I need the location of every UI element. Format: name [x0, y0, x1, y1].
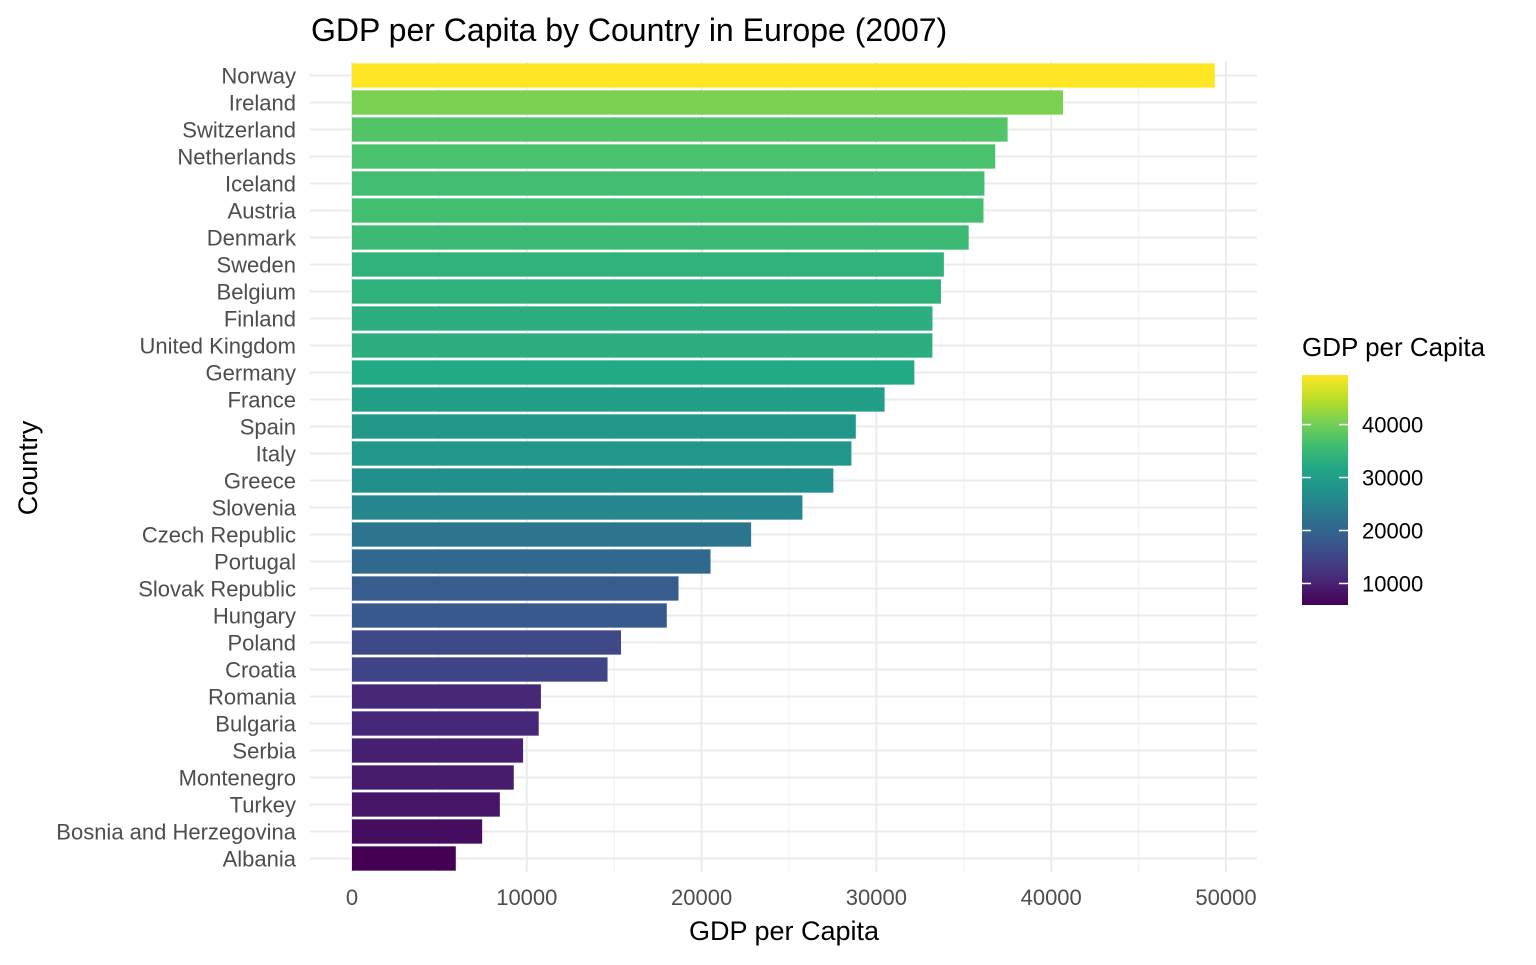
- legend-title: GDP per Capita: [1302, 332, 1486, 362]
- legend: GDP per Capita 10000 20000 30000 40000: [1302, 332, 1486, 605]
- x-tick-label: 20000: [671, 885, 732, 910]
- x-axis-title: GDP per Capita: [689, 916, 880, 946]
- y-axis-title: Country: [13, 420, 43, 515]
- y-tick-label: Germany: [206, 361, 296, 386]
- y-tick-label: Slovak Republic: [138, 577, 296, 602]
- y-tick-label: Austria: [228, 199, 297, 224]
- legend-tick-label: 20000: [1362, 519, 1423, 544]
- bar: [352, 684, 541, 709]
- legend-tick-label: 10000: [1362, 571, 1423, 596]
- bar: [352, 603, 667, 628]
- bar: [352, 90, 1064, 115]
- y-tick-label: Spain: [240, 415, 296, 440]
- bar: [352, 765, 514, 790]
- bar: [352, 495, 803, 520]
- y-tick-label: Ireland: [229, 91, 296, 116]
- y-tick-label: Czech Republic: [142, 523, 296, 548]
- y-tick-label: Poland: [227, 631, 296, 656]
- bar: [352, 117, 1008, 142]
- bar: [352, 657, 608, 682]
- y-tick-label: Iceland: [225, 172, 296, 197]
- bar: [352, 63, 1215, 88]
- y-tick-label: Romania: [208, 685, 297, 710]
- y-tick-label: Portugal: [214, 550, 296, 575]
- y-tick-label: Slovenia: [212, 496, 297, 521]
- y-axis-labels: NorwayIrelandSwitzerlandNetherlandsIcela…: [56, 64, 297, 872]
- y-tick-label: Montenegro: [179, 766, 296, 791]
- y-tick-label: France: [228, 388, 296, 413]
- x-tick-label: 0: [346, 885, 358, 910]
- bar: [352, 225, 969, 250]
- y-tick-label: Turkey: [230, 793, 296, 818]
- bar: [352, 846, 456, 871]
- y-tick-label: Belgium: [217, 280, 296, 305]
- y-tick-label: Italy: [256, 442, 296, 467]
- bar: [352, 711, 539, 736]
- bar: [352, 333, 933, 358]
- bar: [352, 576, 679, 601]
- y-tick-label: Hungary: [213, 604, 296, 629]
- y-tick-label: Albania: [223, 847, 297, 872]
- y-tick-label: Sweden: [216, 253, 296, 278]
- bars: [352, 63, 1215, 871]
- y-tick-label: United Kingdom: [139, 334, 296, 359]
- y-tick-label: Croatia: [225, 658, 297, 683]
- y-tick-label: Switzerland: [182, 118, 296, 143]
- y-tick-label: Denmark: [207, 226, 297, 251]
- x-axis-tick-labels: 0 10000 20000 30000 40000 50000: [346, 885, 1257, 910]
- bar: [352, 279, 941, 304]
- bar: [352, 387, 885, 412]
- chart-title: GDP per Capita by Country in Europe (200…: [311, 12, 947, 48]
- bar: [352, 441, 852, 466]
- bar: [352, 738, 524, 763]
- y-tick-label: Netherlands: [177, 145, 296, 170]
- bar: [352, 198, 984, 223]
- x-tick-label: 50000: [1195, 885, 1256, 910]
- bar: [352, 549, 711, 574]
- bar: [352, 819, 483, 844]
- bar: [352, 252, 944, 277]
- legend-ticks: 10000 20000 30000 40000: [1302, 413, 1423, 596]
- y-tick-label: Bulgaria: [215, 712, 296, 737]
- bar: [352, 792, 500, 817]
- bar: [352, 522, 752, 547]
- bar: [352, 171, 985, 196]
- x-tick-label: 30000: [846, 885, 907, 910]
- x-tick-label: 40000: [1021, 885, 1082, 910]
- y-tick-label: Greece: [224, 469, 296, 494]
- x-tick-label: 10000: [496, 885, 557, 910]
- legend-tick-label: 40000: [1362, 413, 1423, 438]
- bar: [352, 630, 622, 655]
- y-tick-label: Serbia: [232, 739, 296, 764]
- y-tick-label: Bosnia and Herzegovina: [56, 820, 296, 845]
- legend-colorbar: [1302, 375, 1348, 605]
- legend-tick-label: 30000: [1362, 466, 1423, 491]
- bar: [352, 144, 996, 169]
- bar: [352, 360, 915, 385]
- bar: [352, 414, 856, 439]
- y-tick-label: Norway: [221, 64, 296, 89]
- bar: [352, 468, 834, 493]
- y-tick-label: Finland: [224, 307, 296, 332]
- bar: [352, 306, 933, 331]
